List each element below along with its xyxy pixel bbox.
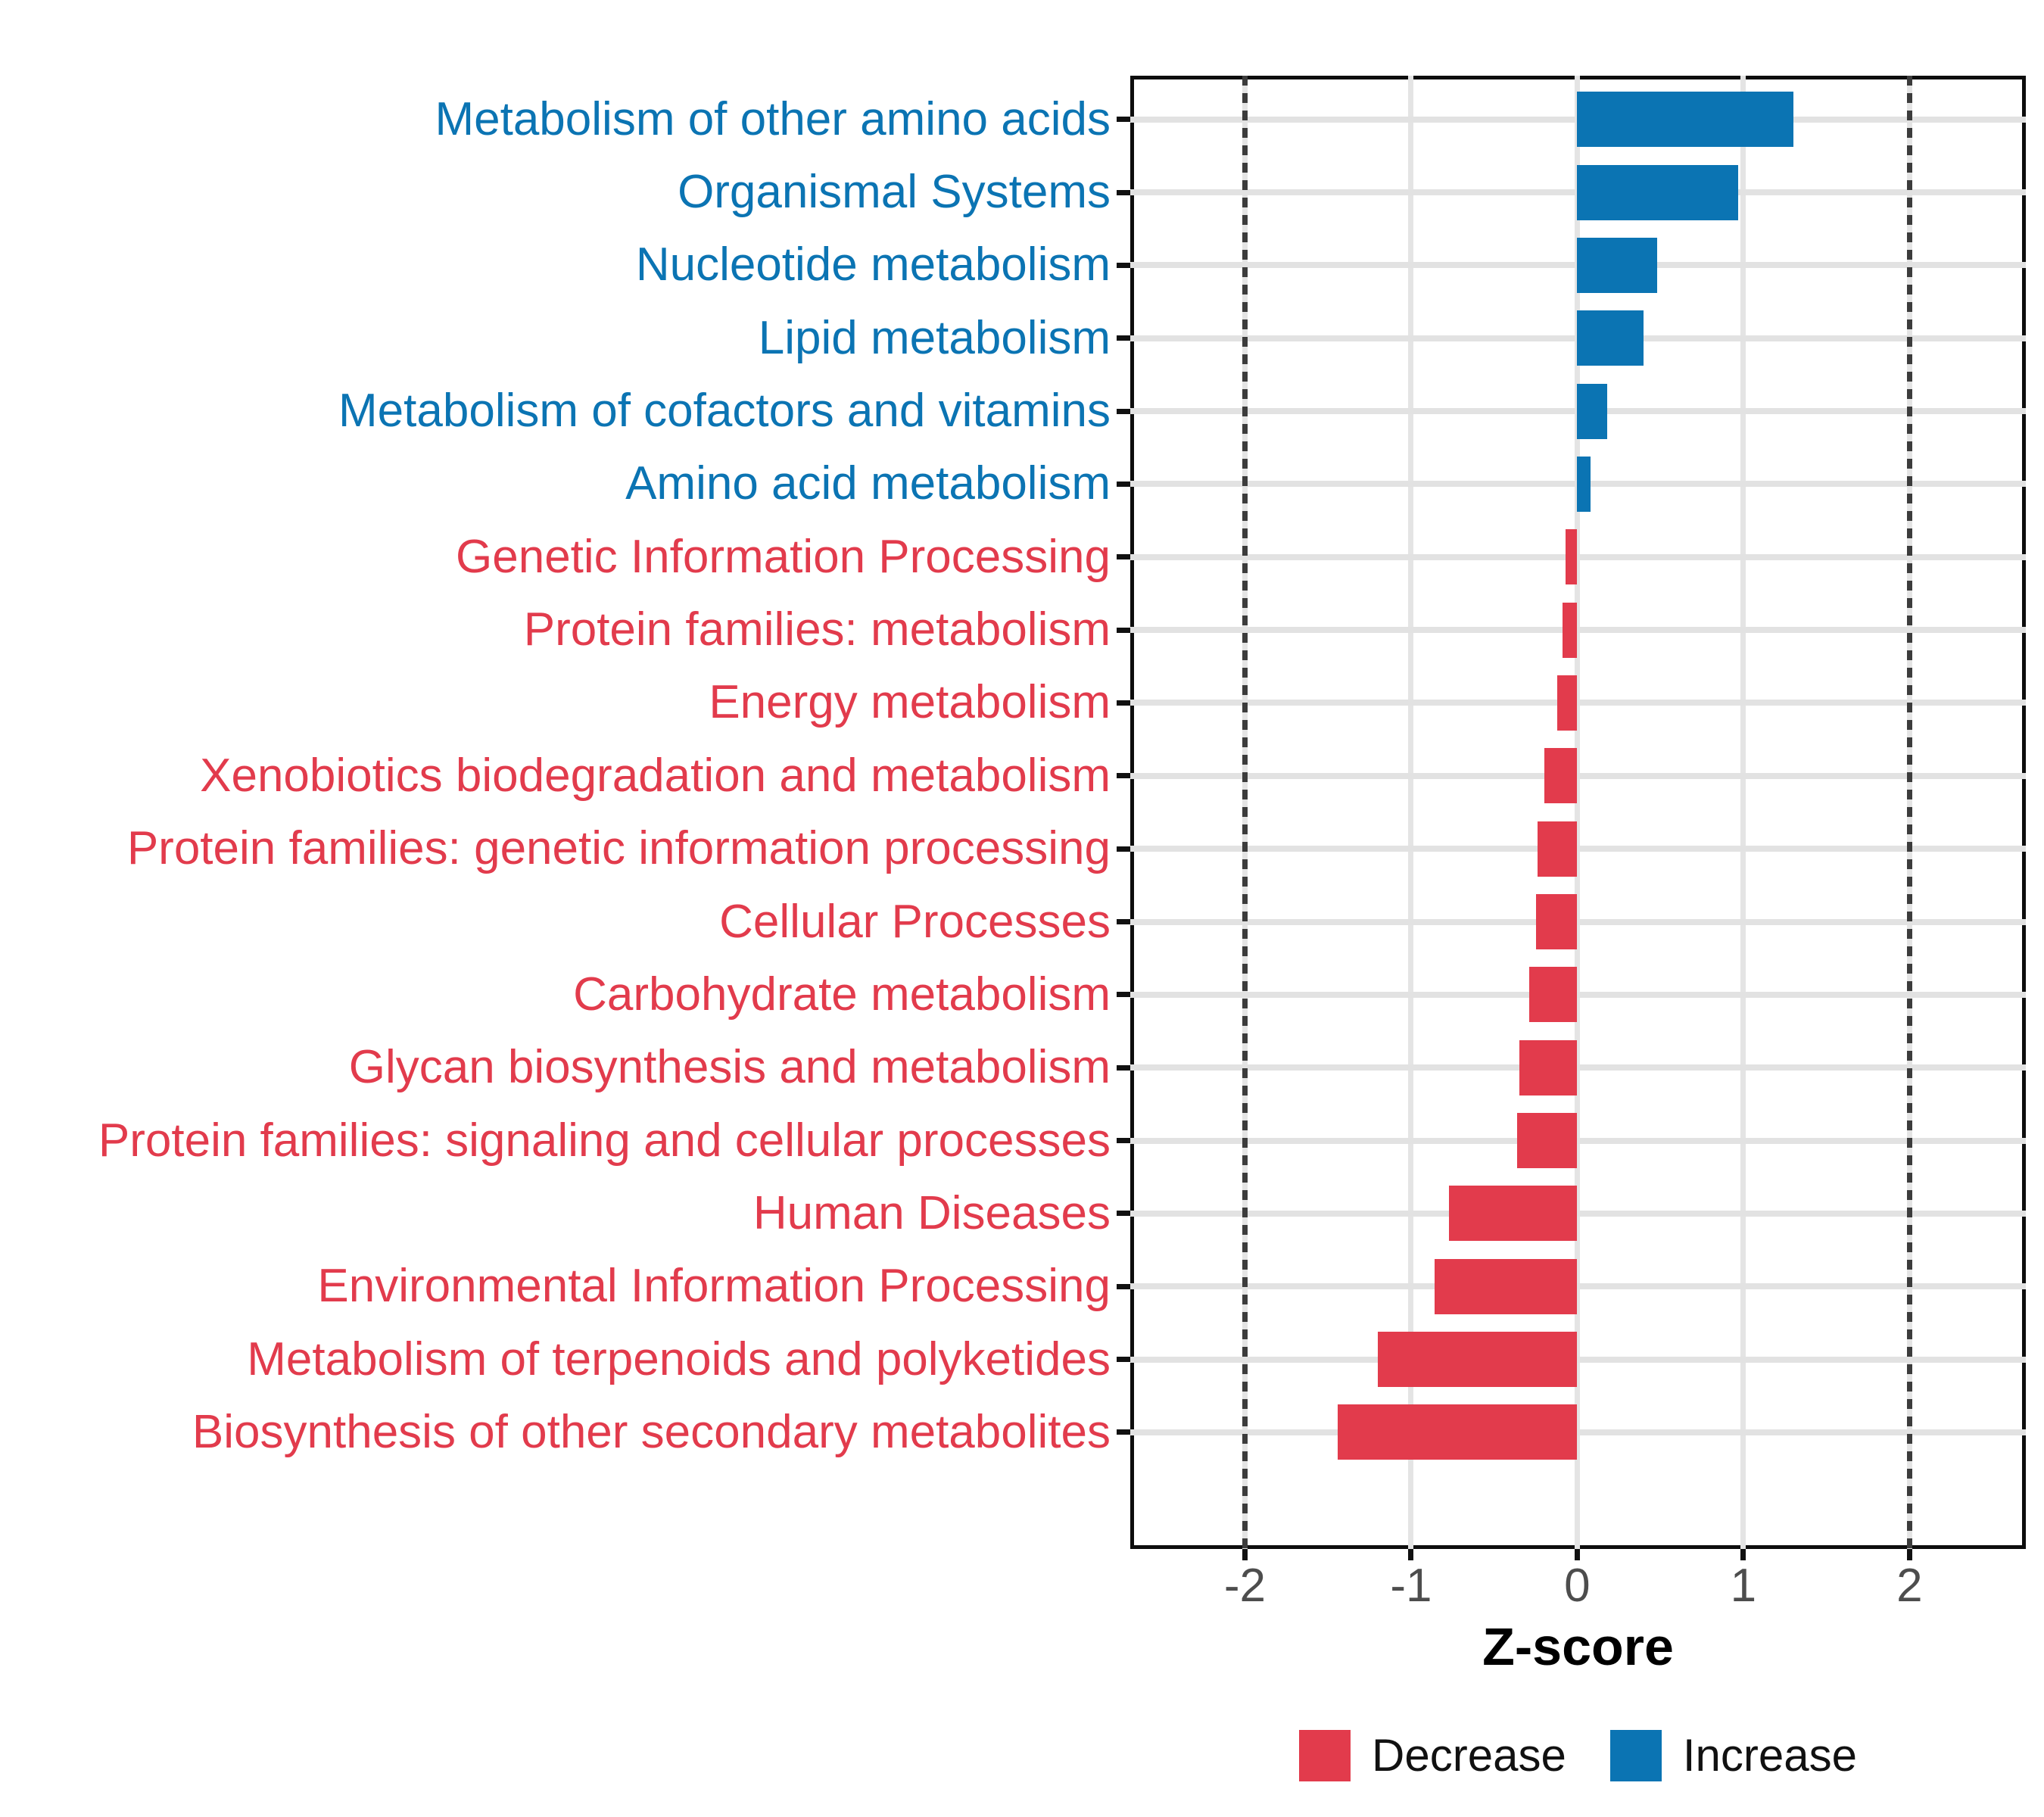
horizontal-gridline (1130, 553, 2026, 560)
zscore-bar (1519, 1039, 1578, 1095)
y-axis-tick (1117, 1211, 1130, 1217)
y-axis-tick (1117, 262, 1130, 268)
category-label: Carbohydrate metabolism (573, 968, 1111, 1021)
x-axis-tick (1574, 1549, 1580, 1560)
y-axis-tick (1117, 1064, 1130, 1071)
zscore-bar (1537, 821, 1578, 877)
x-axis-tick (1242, 1549, 1248, 1560)
zscore-bar (1338, 1404, 1578, 1460)
y-axis-tick (1117, 627, 1130, 633)
zscore-bar (1577, 237, 1657, 293)
y-axis-tick (1117, 189, 1130, 195)
zscore-bar (1577, 456, 1591, 512)
vertical-gridline (1574, 76, 1580, 1549)
x-axis-tick-label: 0 (1564, 1560, 1591, 1612)
zscore-bar (1378, 1332, 1578, 1388)
horizontal-gridline (1130, 627, 2026, 634)
zscore-bar (1544, 748, 1578, 804)
legend-decrease-label: Decrease (1372, 1730, 1566, 1781)
y-axis-tick (1117, 992, 1130, 998)
y-axis-tick (1117, 554, 1130, 560)
category-label: Human Diseases (752, 1186, 1111, 1239)
horizontal-gridline (1130, 1137, 2026, 1144)
horizontal-gridline (1130, 700, 2026, 706)
zscore-bar (1577, 164, 1739, 220)
zscore-bar (1577, 383, 1607, 439)
category-label: Xenobiotics biodegradation and metabolis… (200, 749, 1111, 802)
category-label: Organismal Systems (678, 166, 1111, 219)
y-axis-tick (1117, 1138, 1130, 1143)
category-label: Metabolism of terpenoids and polyketides (247, 1332, 1111, 1385)
category-label: Protein families: signaling and cellular… (98, 1114, 1111, 1167)
horizontal-gridline (1130, 1283, 2026, 1290)
x-axis-tick-label: -1 (1390, 1560, 1432, 1612)
category-label: Glycan biosynthesis and metabolism (348, 1041, 1111, 1094)
zscore-bar (1557, 675, 1578, 731)
category-label: Nucleotide metabolism (635, 238, 1111, 291)
legend-decrease-swatch (1299, 1730, 1351, 1781)
y-axis-tick (1117, 773, 1130, 779)
zscore-bar (1562, 602, 1578, 658)
horizontal-gridline (1130, 1429, 2026, 1435)
category-label: Protein families: metabolism (523, 603, 1111, 656)
category-label: Protein families: genetic information pr… (126, 822, 1111, 875)
zscore-bar (1577, 310, 1644, 366)
vertical-gridline (1408, 76, 1414, 1549)
category-label: Lipid metabolism (758, 311, 1111, 364)
x-axis-title: Z-score (1482, 1617, 1674, 1676)
y-axis-tick (1117, 700, 1130, 706)
legend: Decrease Increase (1130, 1730, 2026, 1781)
vertical-gridline (1740, 76, 1746, 1549)
zscore-bar (1528, 967, 1578, 1023)
y-axis-tick (1117, 335, 1130, 341)
horizontal-gridline (1130, 1064, 2026, 1071)
zscore-bar (1517, 1113, 1578, 1168)
horizontal-gridline (1130, 918, 2026, 925)
legend-increase-label: Increase (1682, 1730, 1857, 1781)
x-axis-tick (1408, 1549, 1414, 1560)
y-axis-tick (1117, 408, 1130, 414)
category-label: Metabolism of other amino acids (435, 92, 1111, 145)
x-axis-tick-label: 2 (1896, 1560, 1923, 1612)
category-label: Biosynthesis of other secondary metaboli… (192, 1405, 1111, 1458)
x-axis-tick-label: -2 (1223, 1560, 1266, 1612)
horizontal-gridline (1130, 846, 2026, 852)
y-axis-tick (1117, 117, 1130, 123)
category-label: Amino acid metabolism (625, 457, 1111, 510)
y-axis-tick (1117, 1429, 1130, 1435)
horizontal-gridline (1130, 1356, 2026, 1363)
zscore-bar (1577, 92, 1793, 148)
x-axis-tick-label: 1 (1730, 1560, 1757, 1612)
x-axis-tick (1740, 1549, 1746, 1560)
y-axis-tick (1117, 1283, 1130, 1289)
category-label: Environmental Information Processing (317, 1260, 1111, 1313)
zscore-bar (1449, 1186, 1578, 1242)
category-label: Metabolism of cofactors and vitamins (338, 385, 1111, 438)
y-axis-tick (1117, 1357, 1130, 1363)
zscore-bar (1535, 894, 1578, 949)
category-label: Energy metabolism (709, 676, 1111, 729)
horizontal-gridline (1130, 772, 2026, 779)
y-axis-tick (1117, 481, 1130, 487)
reference-dotted-line (1906, 76, 1912, 1549)
zscore-bar (1566, 529, 1578, 585)
reference-dotted-line (1242, 76, 1248, 1549)
y-axis-tick (1117, 919, 1130, 924)
y-axis-tick (1117, 846, 1130, 852)
horizontal-gridline (1130, 991, 2026, 998)
horizontal-gridline (1130, 1210, 2026, 1217)
x-axis-tick (1906, 1549, 1912, 1560)
category-label: Genetic Information Processing (456, 530, 1111, 583)
category-label: Cellular Processes (719, 895, 1111, 948)
zscore-bar (1434, 1258, 1578, 1314)
legend-increase-swatch (1609, 1730, 1662, 1781)
